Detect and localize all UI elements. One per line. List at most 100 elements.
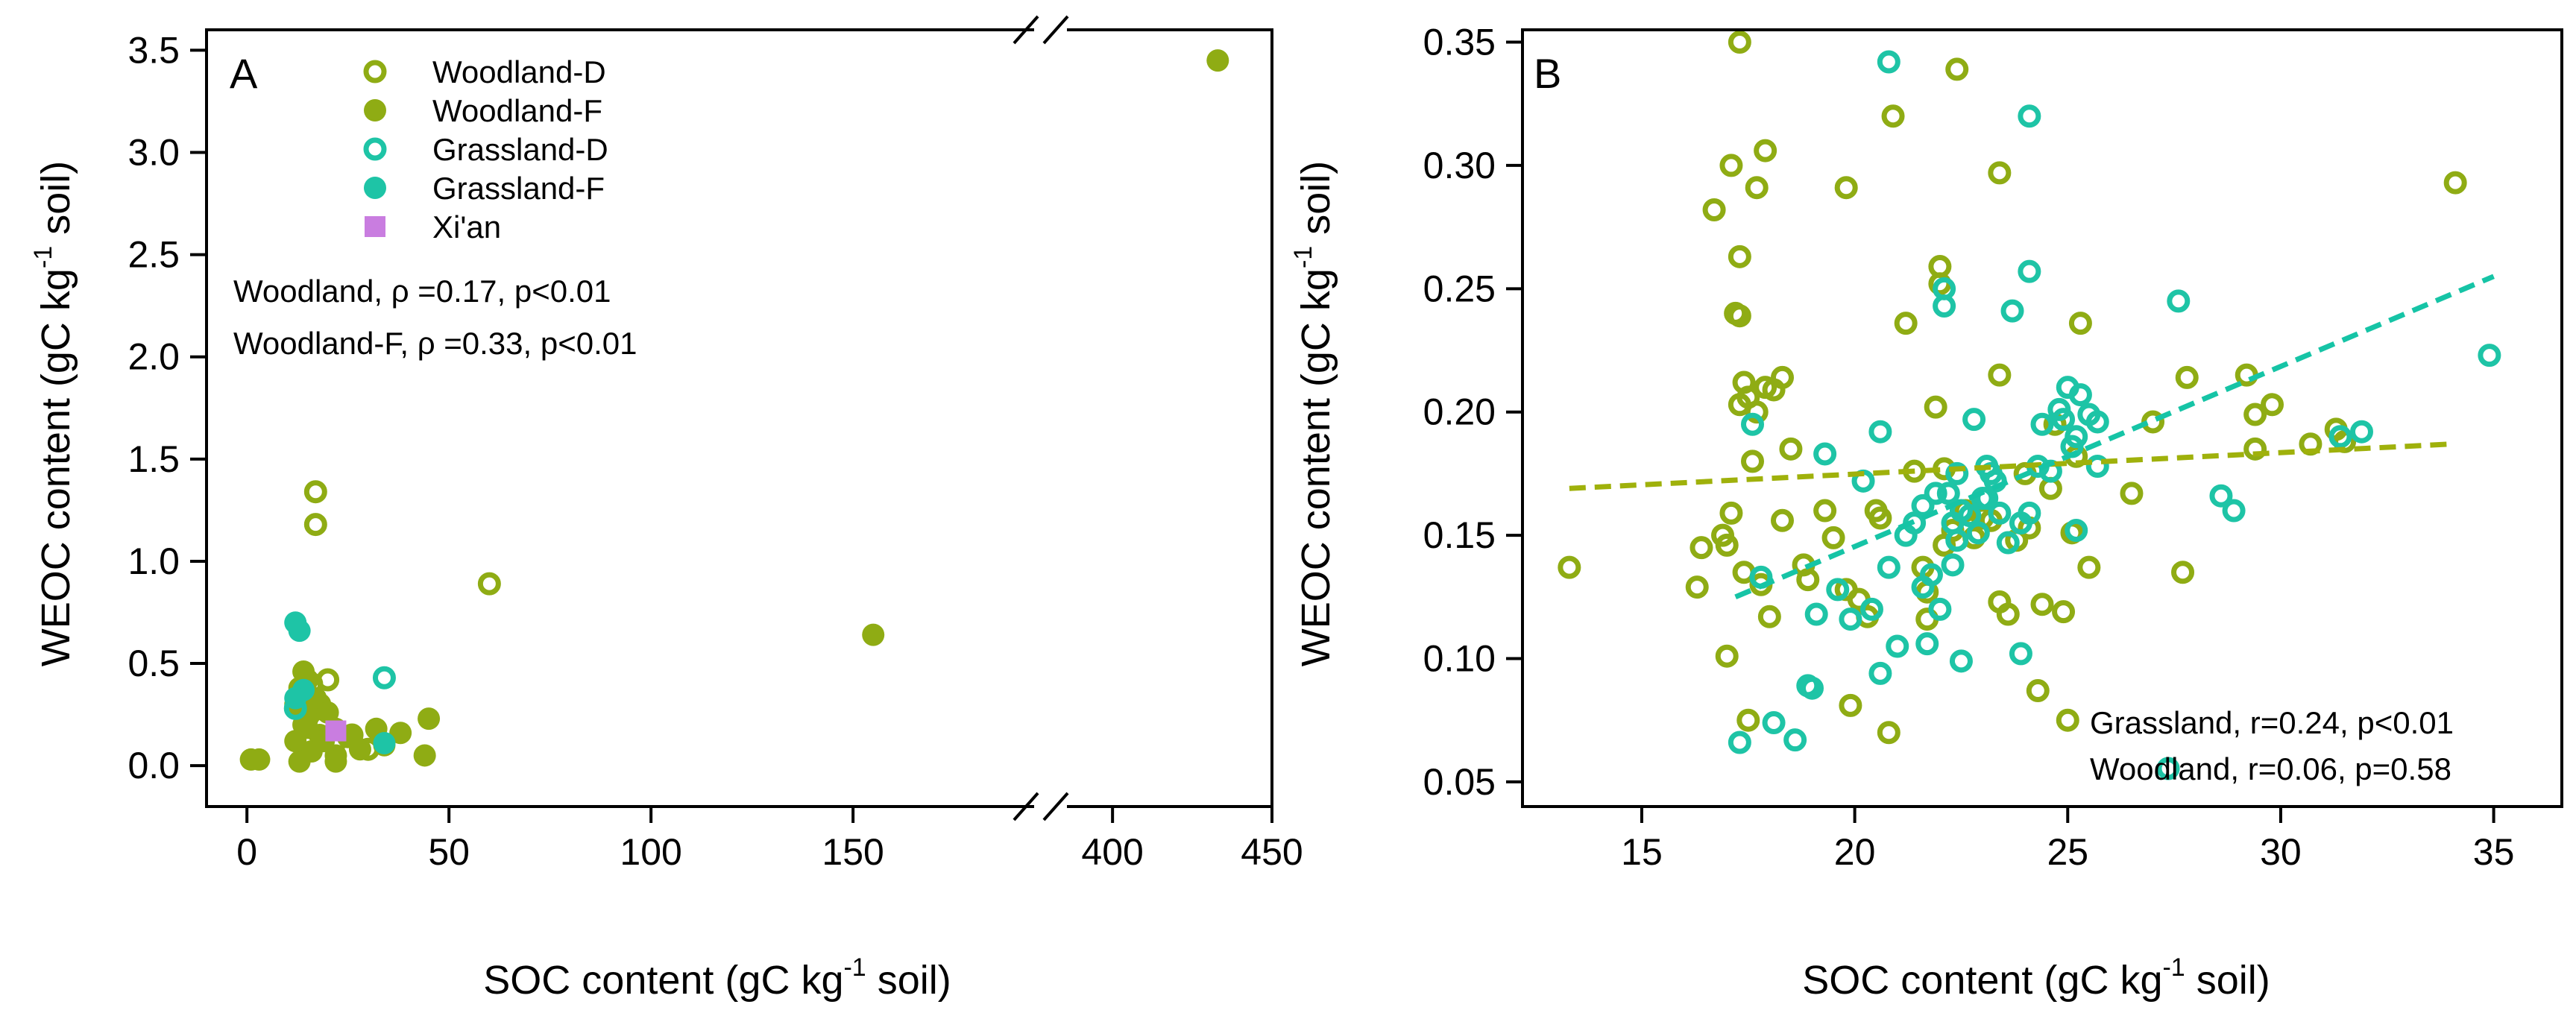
b-point-grassland-56 — [2065, 425, 2088, 449]
b-point-woodland-68 — [2052, 600, 2076, 624]
panel-a-x-axis-label: SOC content (gC kg-1 soil) — [483, 953, 951, 1003]
b-point-woodland-19 — [1745, 400, 1769, 424]
legend-item-grassland-d: Grassland-D — [363, 132, 608, 167]
legend-item-grassland-f: Grassland-F — [364, 171, 605, 206]
b-point-grassland-42 — [1996, 531, 2020, 555]
b-point-woodland-69 — [2056, 708, 2079, 732]
b-point-grassland-28 — [1936, 482, 1960, 505]
b-point-woodland-16 — [1741, 449, 1765, 473]
y-tick-label-2-5: 2.5 — [127, 234, 180, 276]
legend-label-woodland-f: Woodland-F — [432, 93, 602, 128]
b-y-tick-label-0-10: 0.10 — [1423, 638, 1496, 680]
b-point-grassland-6 — [1800, 676, 1824, 700]
b-point-grassland-48 — [2018, 501, 2041, 525]
b-point-grassland-4 — [1783, 728, 1807, 752]
panel-b: 15 20 25 30 35 0.050.100.150.200.250.300.35 … — [1289, 22, 2563, 1003]
b-point-grassland-22 — [1915, 632, 1939, 656]
b-point-grassland-39 — [1975, 487, 1999, 511]
b-point-grassland-25 — [1928, 597, 1952, 621]
axis-break-mark-bottom-2 — [1042, 792, 1069, 821]
point-woodland-f-20 — [288, 750, 311, 773]
panel-b-stat-woodland: Woodland, r=0.06, p=0.58 — [2090, 751, 2451, 786]
legend-item-woodland-f: Woodland-F — [364, 93, 602, 128]
x-tick-label-400: 400 — [1081, 831, 1143, 873]
panel-b-x-ticks: 15 20 25 30 35 — [1621, 807, 2514, 873]
legend-item-xian: Xi'an — [365, 209, 501, 244]
b-point-grassland-44 — [2009, 642, 2032, 666]
b-point-woodland-17 — [1745, 176, 1769, 200]
legend-label-grassland-d: Grassland-D — [432, 132, 608, 167]
x-tick-label-450: 450 — [1241, 831, 1303, 873]
b-point-grassland-47 — [2018, 259, 2041, 283]
b-point-woodland-18 — [1754, 139, 1777, 163]
b-y-tick-label-0-30: 0.30 — [1423, 145, 1496, 186]
b-x-tick-label-30: 30 — [2260, 831, 2302, 873]
panel-b-points — [1558, 31, 2501, 754]
legend-label-woodland-d: Woodland-D — [432, 54, 606, 89]
b-point-woodland-70 — [2068, 312, 2092, 335]
b-point-grassland-60 — [2085, 410, 2109, 434]
b-point-grassland-43 — [2000, 299, 2024, 323]
b-point-grassland-32 — [1949, 649, 1973, 673]
b-point-grassland-35 — [1962, 408, 1986, 432]
b-point-woodland-77 — [2175, 365, 2199, 389]
b-point-grassland-65 — [2349, 420, 2373, 444]
b-point-grassland-66 — [2478, 344, 2501, 367]
b-point-woodland-58 — [1988, 363, 2012, 387]
y-tick-label-1-0: 1.0 — [127, 540, 180, 582]
b-point-woodland-7 — [1715, 644, 1739, 668]
point-woodland-d-0 — [303, 480, 327, 504]
b-point-grassland-63 — [2222, 499, 2246, 523]
b-point-grassland-46 — [2018, 104, 2041, 128]
b-point-woodland-9 — [1728, 31, 1751, 54]
panel-a-y-axis-label: WEOC content (gC kg-1 soil) — [29, 161, 78, 666]
panel-a-points — [239, 49, 1229, 773]
x-tick-label-50: 50 — [428, 831, 470, 873]
b-point-woodland-11 — [1728, 304, 1751, 328]
legend-label-xian: Xi'an — [432, 209, 501, 244]
b-point-grassland-62 — [2209, 484, 2233, 508]
b-point-grassland-57 — [2068, 383, 2092, 407]
legend-marker-grassland-d — [363, 137, 387, 161]
b-point-grassland-12 — [1859, 597, 1883, 621]
point-grassland-f-4 — [373, 731, 396, 754]
b-point-woodland-42 — [1894, 312, 1918, 335]
panel-b-y-ticks: 0.05 0.10 0.15 0.20 0.25 0.30 0.35 — [1423, 22, 1522, 803]
b-point-woodland-50 — [1945, 57, 1969, 81]
b-point-grassland-34 — [1958, 504, 1982, 528]
axis-break-mark-top-1 — [1013, 15, 1039, 45]
point-woodland-f-23 — [248, 748, 271, 771]
b-point-grassland-36 — [1966, 521, 1990, 545]
point-woodland-f-0 — [1206, 49, 1229, 72]
b-y-tick-label-0-20: 0.20 — [1423, 391, 1496, 433]
b-point-woodland-39 — [1868, 506, 1892, 530]
b-point-woodland-79 — [2243, 437, 2267, 461]
b-point-grassland-9 — [1826, 578, 1850, 602]
fit-line-grassland — [1734, 274, 2495, 600]
b-point-woodland-6 — [1719, 501, 1743, 525]
y-tick-label-2-0: 2.0 — [127, 336, 180, 378]
b-point-grassland-10 — [1839, 608, 1862, 631]
b-point-grassland-64 — [2328, 425, 2352, 449]
point-woodland-f-16 — [413, 744, 436, 767]
panel-b-stat-grassland: Grassland, r=0.24, p<0.01 — [2090, 705, 2454, 740]
b-point-grassland-8 — [1813, 442, 1837, 466]
b-point-woodland-2 — [1689, 536, 1713, 560]
axis-break-mark-bottom-1 — [1013, 792, 1039, 821]
b-point-grassland-53 — [2052, 408, 2076, 432]
x-tick-label-150: 150 — [822, 831, 884, 873]
legend-marker-woodland-f — [364, 99, 386, 122]
b-point-woodland-74 — [2120, 482, 2144, 505]
panel-b-frame — [1521, 28, 2563, 808]
y-tick-label-3-0: 3.0 — [127, 132, 180, 174]
point-woodland-d-1 — [303, 513, 327, 537]
legend-marker-xian — [365, 216, 385, 237]
legend-label-grassland-f: Grassland-F — [432, 171, 605, 206]
fit-line-woodland — [1569, 441, 2451, 491]
b-point-woodland-31 — [1813, 499, 1837, 523]
panel-a-legend: Woodland-D Woodland-F Grassland-D Grassl… — [363, 54, 608, 244]
panel-a-stat-woodland-f: Woodland-F, ρ =0.33, p<0.01 — [233, 326, 637, 361]
legend-marker-grassland-f — [364, 177, 386, 199]
b-point-grassland-0 — [1728, 731, 1751, 754]
